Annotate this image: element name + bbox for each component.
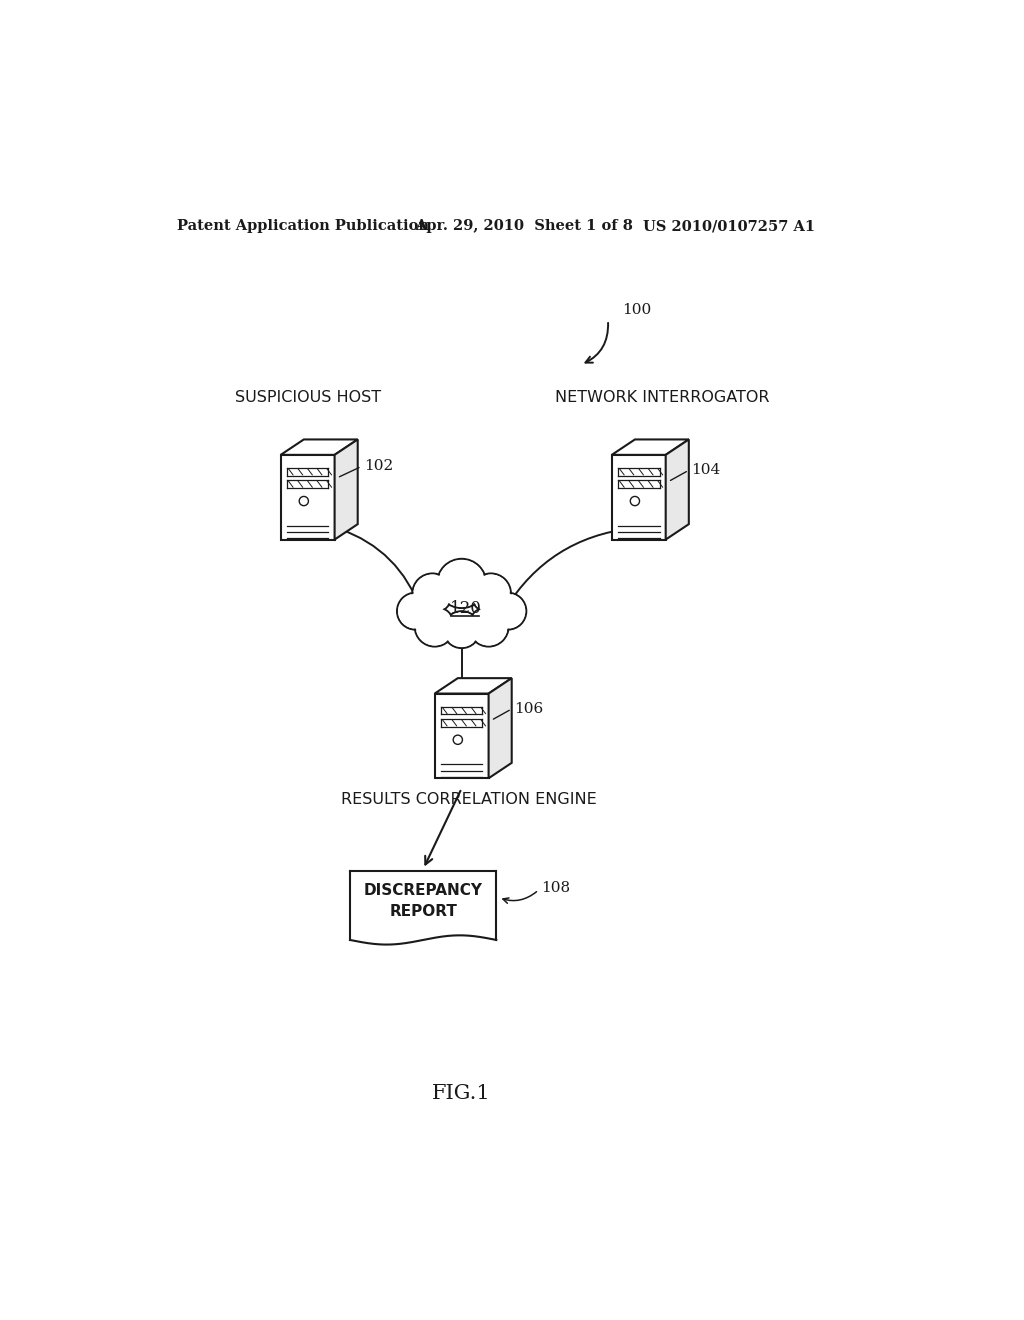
Circle shape xyxy=(398,594,433,628)
Text: 100: 100 xyxy=(622,304,651,317)
Text: 104: 104 xyxy=(691,463,720,478)
Text: 120: 120 xyxy=(450,601,481,618)
Polygon shape xyxy=(666,440,689,540)
Polygon shape xyxy=(611,455,666,540)
Text: SUSPICIOUS HOST: SUSPICIOUS HOST xyxy=(234,389,381,405)
Circle shape xyxy=(490,594,525,628)
Text: RESULTS CORRELATION ENGINE: RESULTS CORRELATION ENGINE xyxy=(341,792,597,807)
Bar xyxy=(350,871,497,940)
Circle shape xyxy=(416,607,454,645)
Text: DISCREPANCY
REPORT: DISCREPANCY REPORT xyxy=(364,883,482,920)
Text: NETWORK INTERROGATOR: NETWORK INTERROGATOR xyxy=(555,389,769,405)
Polygon shape xyxy=(611,440,689,455)
Circle shape xyxy=(489,593,526,630)
Text: Patent Application Publication: Patent Application Publication xyxy=(177,219,429,234)
Text: FIG.1: FIG.1 xyxy=(432,1085,492,1104)
Polygon shape xyxy=(435,693,488,779)
Circle shape xyxy=(471,573,511,614)
Text: Apr. 29, 2010  Sheet 1 of 8: Apr. 29, 2010 Sheet 1 of 8 xyxy=(416,219,633,234)
Circle shape xyxy=(437,558,486,609)
Polygon shape xyxy=(435,678,512,693)
Text: US 2010/0107257 A1: US 2010/0107257 A1 xyxy=(643,219,815,234)
Circle shape xyxy=(470,607,508,645)
FancyArrowPatch shape xyxy=(506,528,632,609)
Text: 108: 108 xyxy=(541,882,570,895)
Circle shape xyxy=(415,607,455,647)
Circle shape xyxy=(472,574,510,612)
Text: 102: 102 xyxy=(364,459,393,474)
Circle shape xyxy=(443,611,480,648)
Circle shape xyxy=(414,574,452,612)
Circle shape xyxy=(469,607,509,647)
Polygon shape xyxy=(281,455,335,540)
Circle shape xyxy=(413,573,453,614)
Text: 106: 106 xyxy=(514,702,544,715)
FancyArrowPatch shape xyxy=(340,529,421,610)
Polygon shape xyxy=(281,440,357,455)
Polygon shape xyxy=(335,440,357,540)
Circle shape xyxy=(438,560,485,607)
Circle shape xyxy=(444,612,479,647)
Polygon shape xyxy=(488,678,512,779)
Circle shape xyxy=(397,593,434,630)
